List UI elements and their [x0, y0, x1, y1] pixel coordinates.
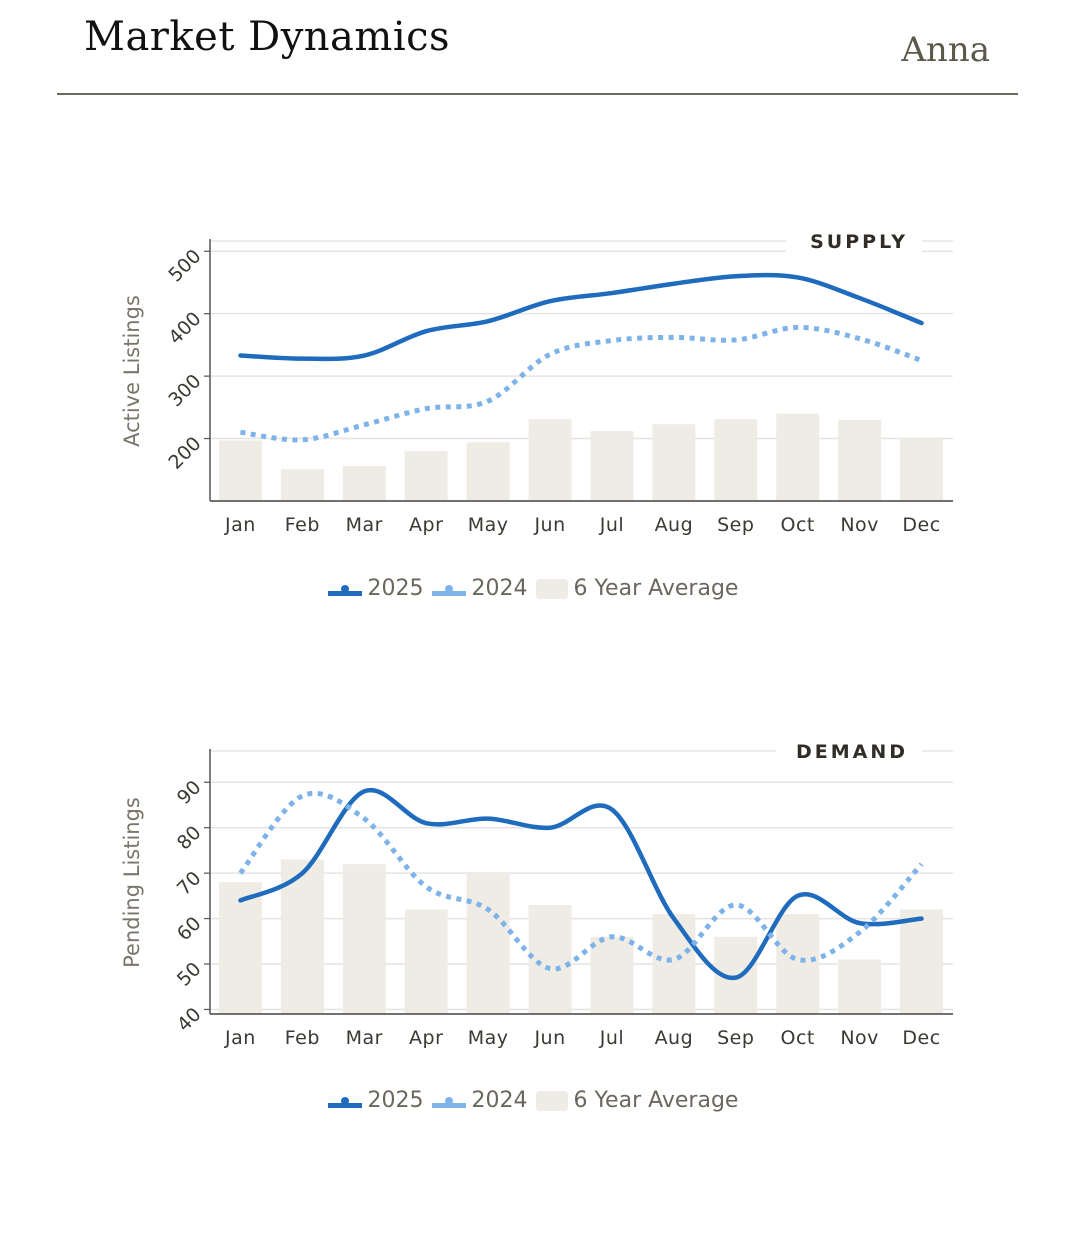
supply-legend: 2025 2024 6 Year Average	[0, 576, 1068, 601]
x-tick-label: Dec	[902, 1027, 940, 1049]
legend-item-2024[interactable]: 2024	[431, 1088, 528, 1113]
chart-title-background	[786, 231, 922, 253]
x-tick-label: May	[468, 1027, 509, 1049]
supply-chart: 200 300 400 500 Jan Feb Mar Apr May Jun Jul Aug Sep O…	[120, 231, 953, 536]
x-tick-label: Sep	[717, 514, 754, 536]
bar-6-year-average-oct	[776, 914, 820, 1014]
bar-6-year-average-jun	[528, 904, 572, 1014]
line-dot-icon	[431, 579, 466, 599]
bar-6-year-average-feb	[280, 469, 324, 501]
x-tick-label: Apr	[409, 514, 443, 536]
demand-chart: 40 50 60 70 80 90 Jan Feb Mar Apr May Jun Jul Aug Sep O…	[120, 741, 953, 1049]
bar-6-year-average-may	[466, 873, 510, 1014]
chart-title: DEMAND	[796, 741, 908, 763]
x-tick-label: Jul	[599, 1027, 624, 1049]
bar-6-year-average-nov	[838, 959, 882, 1014]
y-tick-label: 70	[173, 867, 206, 900]
bar-6-year-average-jun	[528, 419, 572, 501]
bar-6-year-average-jul	[590, 936, 634, 1014]
x-tick-label: Jan	[224, 514, 256, 536]
line-series-2024	[238, 790, 924, 972]
y-tick-label: 90	[173, 776, 206, 809]
chart-title: SUPPLY	[810, 231, 908, 253]
line-series-2025	[238, 787, 924, 980]
bar-6-year-average-apr	[404, 909, 448, 1014]
bar-6-year-average-apr	[404, 451, 448, 501]
x-tick-label: Nov	[840, 514, 879, 536]
x-tick-label: Sep	[717, 1027, 754, 1049]
x-tick-label: Aug	[655, 1027, 694, 1049]
legend-item-2024[interactable]: 2024	[431, 576, 528, 601]
legend-label: 6 Year Average	[573, 1088, 739, 1113]
page-header: Market Dynamics Anna	[0, 0, 1068, 96]
x-tick-label: Jul	[599, 514, 624, 536]
y-tick-label: 80	[173, 822, 206, 855]
author-name: Anna	[901, 30, 990, 70]
legend-label: 2024	[471, 1088, 528, 1113]
x-tick-label: Nov	[840, 1027, 879, 1049]
line-series-2024	[240, 324, 923, 443]
page-title: Market Dynamics	[84, 14, 451, 60]
legend-label: 2024	[471, 576, 528, 601]
y-tick-label: 200	[164, 433, 205, 474]
bar-6-year-average-nov	[838, 419, 882, 501]
bar-6-year-average-dec	[900, 909, 944, 1014]
legend-label: 2025	[367, 576, 424, 601]
x-tick-label: Jun	[533, 514, 565, 536]
legend-item-6-year-average[interactable]: 6 Year Average	[535, 1088, 739, 1113]
y-tick-label: 50	[173, 958, 206, 991]
legend-label: 2025	[367, 1088, 424, 1113]
legend-item-2025[interactable]: 2025	[327, 1088, 424, 1113]
x-tick-label: Oct	[781, 514, 815, 536]
y-tick-label: 40	[173, 1003, 206, 1036]
x-tick-label: Feb	[285, 1027, 320, 1049]
line-dot-icon	[327, 579, 362, 599]
header-divider	[57, 93, 1018, 95]
x-tick-label: May	[468, 514, 509, 536]
bar-swatch-icon	[535, 578, 568, 599]
legend-label: 6 Year Average	[573, 576, 739, 601]
x-tick-label: Oct	[781, 1027, 815, 1049]
y-axis-label: Active Listings	[120, 295, 144, 447]
line-dot-icon	[327, 1091, 362, 1111]
bar-6-year-average-jan	[218, 440, 262, 501]
bar-6-year-average-oct	[776, 413, 820, 501]
bar-6-year-average-mar	[342, 466, 386, 501]
x-tick-label: Mar	[346, 1027, 383, 1049]
x-tick-label: Jun	[533, 1027, 565, 1049]
y-tick-label: 300	[164, 370, 205, 411]
x-tick-label: Feb	[285, 514, 320, 536]
line-dot-icon	[431, 1091, 466, 1111]
bar-6-year-average-jan	[218, 882, 262, 1014]
bar-6-year-average-dec	[900, 438, 944, 501]
bar-6-year-average-may	[466, 442, 510, 501]
x-tick-label: Jan	[224, 1027, 256, 1049]
demand-legend: 2025 2024 6 Year Average	[0, 1088, 1068, 1113]
x-tick-label: Dec	[902, 514, 940, 536]
bar-6-year-average-mar	[342, 864, 386, 1014]
legend-item-2025[interactable]: 2025	[327, 576, 424, 601]
bar-6-year-average-jul	[590, 431, 634, 501]
legend-item-6-year-average[interactable]: 6 Year Average	[535, 576, 739, 601]
y-tick-label: 500	[164, 245, 205, 286]
line-series-2025	[238, 272, 924, 362]
bar-6-year-average-aug	[652, 914, 696, 1014]
bar-6-year-average-sep	[714, 419, 758, 501]
y-tick-label: 400	[164, 308, 205, 349]
x-tick-label: Apr	[409, 1027, 443, 1049]
bar-6-year-average-aug	[652, 424, 696, 501]
y-tick-label: 60	[173, 913, 206, 946]
x-tick-label: Aug	[655, 514, 694, 536]
bar-swatch-icon	[535, 1090, 568, 1111]
x-tick-label: Mar	[346, 514, 383, 536]
y-axis-label: Pending Listings	[120, 797, 144, 968]
chart-title-background	[776, 741, 922, 763]
